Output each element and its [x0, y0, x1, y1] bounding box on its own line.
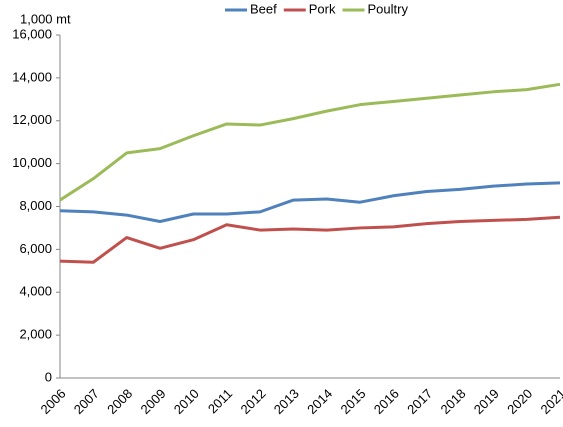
y-axis-label: 1,000 mt	[20, 11, 71, 26]
legend-label: Beef	[250, 1, 277, 16]
y-tick-label: 6,000	[19, 241, 52, 256]
y-tick-label: 10,000	[12, 155, 52, 170]
x-tick-label: 2020	[504, 386, 535, 417]
legend-label: Poultry	[368, 1, 409, 16]
x-tick-label: 2009	[137, 386, 168, 417]
x-tick-label: 2014	[304, 386, 335, 417]
y-tick-label: 0	[45, 369, 52, 384]
x-tick-label: 2006	[37, 386, 68, 417]
series-line	[59, 181, 561, 224]
x-tick-label: 2017	[404, 386, 435, 417]
series-line	[59, 215, 561, 264]
x-tick-label: 2011	[205, 386, 235, 416]
x-tick-label: 2008	[104, 386, 135, 417]
x-tick-label: 2016	[371, 386, 402, 417]
y-tick-label: 8,000	[19, 198, 52, 213]
series-line	[59, 82, 561, 202]
y-tick-label: 16,000	[12, 26, 52, 41]
x-tick-label: 2015	[337, 386, 368, 417]
x-tick-label: 2019	[471, 386, 502, 417]
y-tick-label: 4,000	[19, 284, 52, 299]
y-tick-label: 2,000	[19, 327, 52, 342]
x-tick-label: 2013	[271, 386, 302, 417]
x-tick-label: 2021	[537, 386, 563, 417]
x-tick-label: 2012	[237, 386, 268, 417]
x-tick-label: 2018	[437, 386, 468, 417]
y-tick-label: 12,000	[12, 112, 52, 127]
y-tick-label: 14,000	[12, 69, 52, 84]
legend-label: Pork	[309, 1, 336, 16]
x-tick-label: 2007	[71, 386, 102, 417]
x-tick-label: 2010	[171, 386, 202, 417]
